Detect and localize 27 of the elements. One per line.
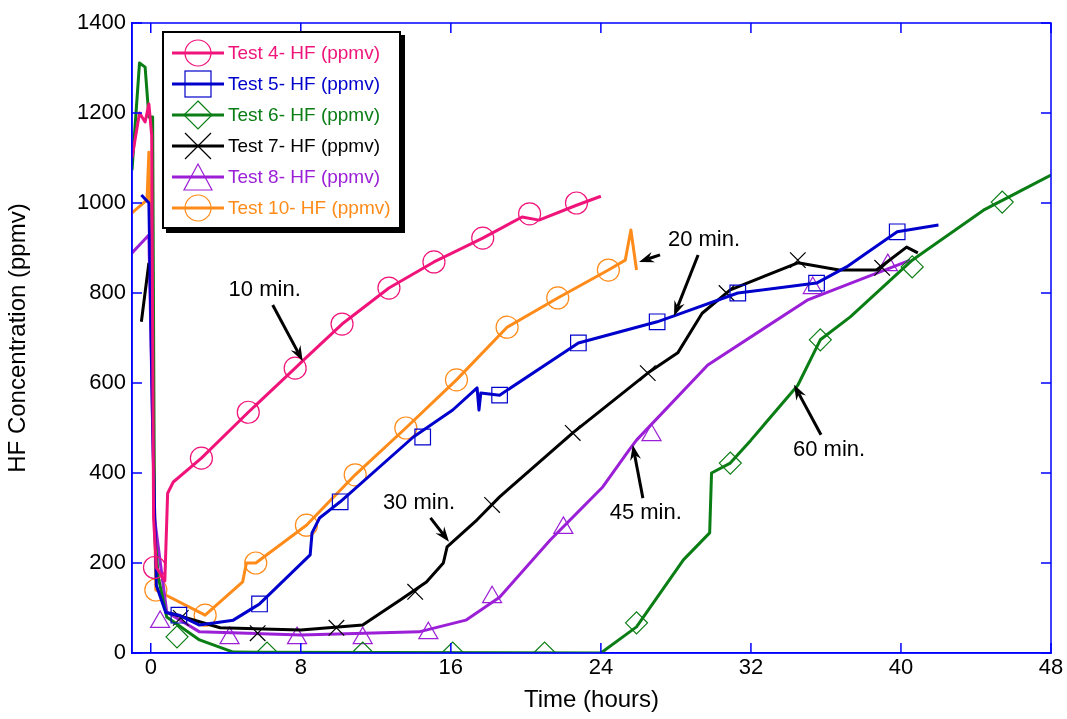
legend-label: Test 10- HF (ppmv)	[228, 196, 391, 220]
legend-label: Test 8- HF (ppmv)	[228, 165, 381, 189]
x-tick-label: 0	[144, 654, 157, 680]
annotation: 20 min.	[667, 226, 741, 252]
annotation: 10 min.	[228, 276, 301, 302]
y-tick-label: 200	[89, 549, 126, 575]
x-axis-title: Time (hours)	[523, 685, 660, 713]
y-tick-label: 1000	[77, 189, 126, 215]
y-tick-label: 800	[89, 279, 126, 305]
y-axis-title: HF Concentration (ppmv)	[3, 203, 31, 473]
annotation: 60 min.	[792, 435, 866, 461]
y-tick-label: 600	[89, 369, 126, 395]
legend-label: Test 4- HF (ppmv)	[228, 41, 381, 65]
legend-label: Test 6- HF (ppmv)	[228, 103, 381, 127]
legend-label: Test 5- HF (ppmv)	[228, 72, 381, 96]
legend-label: Test 7- HF (ppmv)	[228, 134, 381, 158]
x-tick-label: 16	[438, 654, 464, 680]
x-tick-label: 32	[738, 654, 764, 680]
annotation: 45 min.	[609, 499, 682, 525]
y-tick-label: 1400	[77, 9, 126, 35]
x-tick-label: 8	[294, 654, 307, 680]
x-tick-label: 24	[588, 654, 614, 680]
annotation: 30 min.	[382, 488, 456, 514]
y-tick-label: 1200	[77, 99, 126, 125]
x-tick-label: 48	[1038, 654, 1064, 680]
y-tick-label: 400	[89, 459, 126, 485]
x-tick-label: 40	[888, 654, 914, 680]
